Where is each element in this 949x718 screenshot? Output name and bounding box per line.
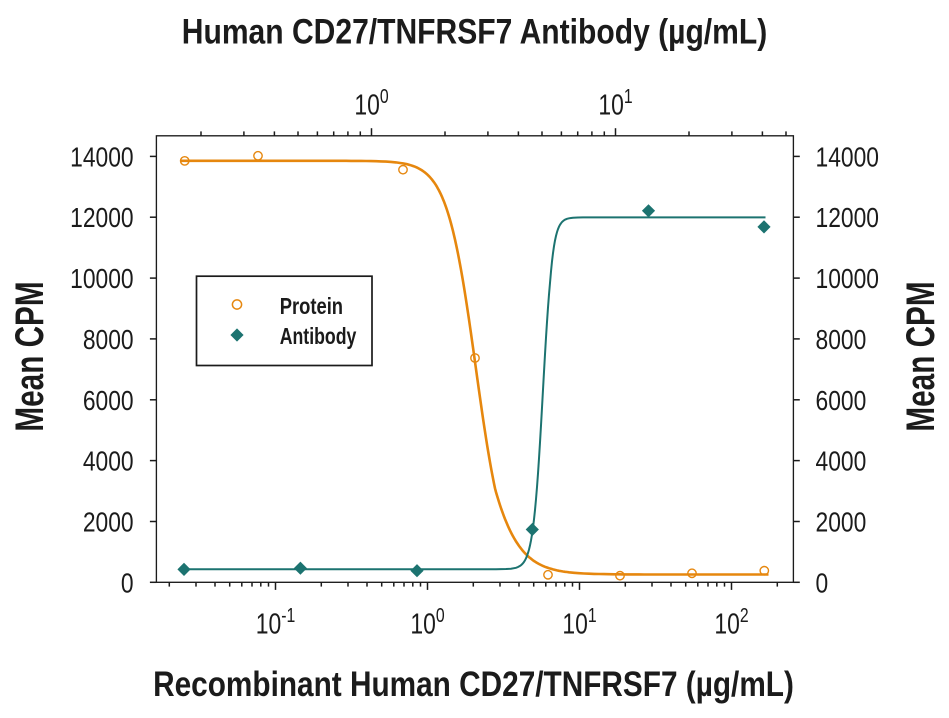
svg-text:Mean CPM: Mean CPM	[8, 281, 52, 431]
svg-text:Antibody: Antibody	[280, 324, 357, 350]
svg-text:10000: 10000	[816, 264, 879, 294]
svg-text:Recombinant Human CD27/TNFRSF7: Recombinant Human CD27/TNFRSF7 (µg/mL)	[153, 665, 794, 704]
svg-text:12000: 12000	[70, 203, 133, 233]
svg-text:8000: 8000	[83, 325, 134, 355]
svg-text:4000: 4000	[83, 447, 134, 477]
svg-text:12000: 12000	[816, 203, 879, 233]
svg-text:Mean CPM: Mean CPM	[899, 281, 943, 431]
svg-text:14000: 14000	[816, 142, 879, 172]
svg-text:0: 0	[121, 568, 134, 598]
svg-text:Human CD27/TNFRSF7 Antibody (µ: Human CD27/TNFRSF7 Antibody (µg/mL)	[182, 11, 767, 51]
svg-text:2000: 2000	[83, 508, 134, 538]
svg-text:6000: 6000	[816, 386, 867, 416]
svg-text:2000: 2000	[816, 508, 867, 538]
svg-text:14000: 14000	[70, 142, 133, 172]
svg-text:Protein: Protein	[280, 294, 343, 319]
svg-text:4000: 4000	[816, 447, 867, 477]
svg-text:0: 0	[816, 568, 829, 598]
svg-text:10000: 10000	[70, 264, 133, 294]
svg-text:6000: 6000	[83, 386, 134, 416]
svg-text:8000: 8000	[816, 325, 867, 355]
